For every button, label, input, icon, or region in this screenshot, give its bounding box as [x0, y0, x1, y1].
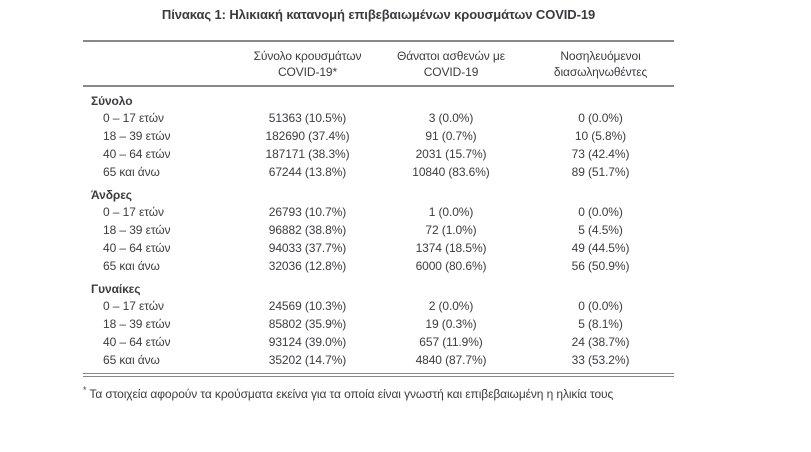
age-group-label: 0 – 17 ετών	[103, 111, 164, 125]
header-cases-line2: COVID-19*	[277, 65, 338, 79]
deaths-cell: 657 (11.9%)	[419, 335, 483, 349]
section-label: Σύνολο	[91, 94, 133, 108]
cases-cell: 182690 (37.4%)	[265, 129, 350, 143]
deaths-cell: 2031 (15.7%)	[415, 147, 487, 161]
table-row: 0 – 17 ετών 26793 (10.7%) 1 (0.0%) 0 (0.…	[83, 203, 674, 221]
intubated-cell: 0 (0.0%)	[578, 205, 623, 219]
header-intubated-line1: Νοσηλευόμενοι	[560, 49, 641, 63]
cases-cell: 96882 (38.8%)	[268, 223, 347, 237]
deaths-cell: 1374 (18.5%)	[415, 241, 487, 255]
section-row-men: Άνδρες	[83, 181, 674, 203]
header-cases-line1: Σύνολο κρουσμάτων	[253, 49, 362, 63]
table-header-row: Σύνολο κρουσμάτων COVID-19* Θάνατοι ασθε…	[83, 40, 674, 87]
header-cell-cases: Σύνολο κρουσμάτων COVID-19*	[240, 48, 375, 80]
header-cell-deaths: Θάνατοι ασθενών με COVID-19	[375, 48, 527, 80]
footnote-marker: *	[83, 385, 87, 395]
deaths-cell: 1 (0.0%)	[428, 205, 474, 219]
intubated-cell: 89 (51.7%)	[571, 165, 630, 179]
age-group-label: 0 – 17 ετών	[103, 299, 164, 313]
intubated-cell: 73 (42.4%)	[571, 147, 630, 161]
table-footnote: * Τα στοιχεία αφορούν τα κρούσματα εκείνα…	[83, 383, 674, 402]
header-cell-intubated: Νοσηλευόμενοι διασωληνωθέντες	[527, 48, 674, 80]
cases-cell: 32036 (12.8%)	[268, 259, 347, 273]
table-row: 65 και άνω 67244 (13.8%) 10840 (83.6%) 8…	[83, 163, 674, 181]
age-group-label: 65 και άνω	[103, 259, 160, 273]
section-row-total: Σύνολο	[83, 87, 674, 109]
intubated-cell: 24 (38.7%)	[571, 335, 630, 349]
intubated-cell: 5 (8.1%)	[578, 317, 623, 331]
age-group-label: 65 και άνω	[103, 165, 160, 179]
table-row: 18 – 39 ετών 85802 (35.9%) 19 (0.3%) 5 (…	[83, 315, 674, 333]
table-row: 18 – 39 ετών 96882 (38.8%) 72 (1.0%) 5 (…	[83, 221, 674, 239]
cases-cell: 94033 (37.7%)	[268, 241, 347, 255]
covid-age-distribution-table: Σύνολο κρουσμάτων COVID-19* Θάνατοι ασθε…	[83, 40, 674, 377]
age-group-label: 0 – 17 ετών	[103, 205, 164, 219]
cases-cell: 93124 (39.0%)	[268, 335, 347, 349]
cases-cell: 26793 (10.7%)	[268, 205, 347, 219]
table-body: Σύνολο 0 – 17 ετών 51363 (10.5%) 3 (0.0%…	[83, 87, 674, 377]
table-row: 40 – 64 ετών 94033 (37.7%) 1374 (18.5%) …	[83, 239, 674, 257]
deaths-cell: 10840 (83.6%)	[412, 165, 490, 179]
table-title: Πίνακας 1: Ηλικιακή κατανομή επιβεβαιωμέ…	[161, 7, 596, 22]
header-deaths-line1: Θάνατοι ασθενών με	[397, 49, 505, 63]
intubated-cell: 0 (0.0%)	[578, 299, 623, 313]
table-row: 0 – 17 ετών 24569 (10.3%) 2 (0.0%) 0 (0.…	[83, 297, 674, 315]
header-intubated-line2: διασωληνωθέντες	[553, 65, 648, 79]
age-group-label: 18 – 39 ετών	[103, 317, 171, 331]
cases-cell: 187171 (38.3%)	[265, 147, 350, 161]
age-group-label: 65 και άνω	[103, 353, 160, 367]
table-row: 65 και άνω 32036 (12.8%) 6000 (80.6%) 56…	[83, 257, 674, 275]
section-label: Άνδρες	[91, 188, 132, 202]
table-row: 0 – 17 ετών 51363 (10.5%) 3 (0.0%) 0 (0.…	[83, 109, 674, 127]
deaths-cell: 2 (0.0%)	[428, 299, 474, 313]
header-cell-empty	[83, 48, 240, 80]
deaths-cell: 3 (0.0%)	[428, 111, 474, 125]
intubated-cell: 33 (53.2%)	[571, 353, 630, 367]
table-row: 18 – 39 ετών 182690 (37.4%) 91 (0.7%) 10…	[83, 127, 674, 145]
section-row-women: Γυναίκες	[83, 275, 674, 297]
section-label: Γυναίκες	[91, 282, 141, 296]
cases-cell: 67244 (13.8%)	[268, 165, 347, 179]
intubated-cell: 0 (0.0%)	[578, 111, 623, 125]
footnote-text: Τα στοιχεία αφορούν τα κρούσματα εκείνα …	[89, 387, 614, 401]
deaths-cell: 6000 (80.6%)	[415, 259, 487, 273]
cases-cell: 24569 (10.3%)	[268, 299, 347, 313]
intubated-cell: 10 (5.8%)	[574, 129, 627, 143]
intubated-cell: 56 (50.9%)	[571, 259, 630, 273]
header-deaths-line2: COVID-19	[423, 65, 479, 79]
age-group-label: 40 – 64 ετών	[103, 147, 171, 161]
age-group-label: 40 – 64 ετών	[103, 335, 171, 349]
cases-cell: 51363 (10.5%)	[268, 111, 347, 125]
table-row: 40 – 64 ετών 93124 (39.0%) 657 (11.9%) 2…	[83, 333, 674, 351]
deaths-cell: 4840 (87.7%)	[415, 353, 487, 367]
cases-cell: 85802 (35.9%)	[268, 317, 347, 331]
age-group-label: 40 – 64 ετών	[103, 241, 171, 255]
deaths-cell: 72 (1.0%)	[425, 223, 477, 237]
table-row: 65 και άνω 35202 (14.7%) 4840 (87.7%) 33…	[83, 351, 674, 369]
deaths-cell: 91 (0.7%)	[425, 129, 477, 143]
table-row: 40 – 64 ετών 187171 (38.3%) 2031 (15.7%)…	[83, 145, 674, 163]
deaths-cell: 19 (0.3%)	[425, 317, 477, 331]
intubated-cell: 49 (44.5%)	[571, 241, 630, 255]
age-group-label: 18 – 39 ετών	[103, 223, 171, 237]
cases-cell: 35202 (14.7%)	[268, 353, 347, 367]
intubated-cell: 5 (4.5%)	[578, 223, 623, 237]
age-group-label: 18 – 39 ετών	[103, 129, 171, 143]
